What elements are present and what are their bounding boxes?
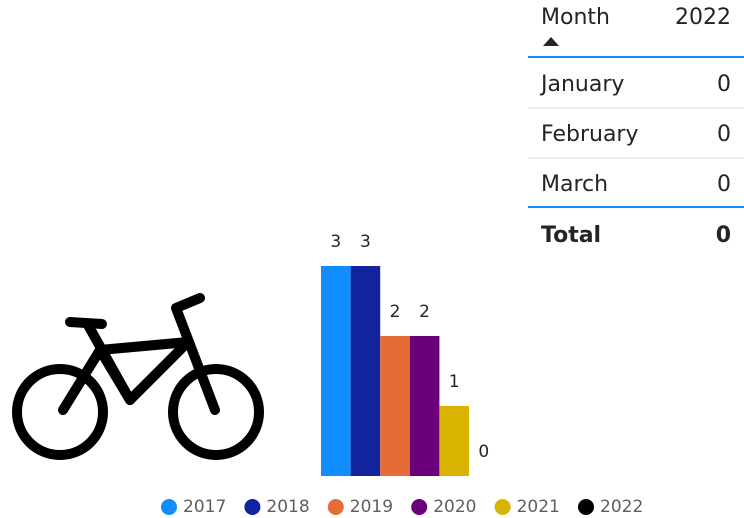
bike-fork xyxy=(171,293,220,415)
bar xyxy=(409,336,440,476)
data-label: 1 xyxy=(449,372,460,392)
bike-icon xyxy=(12,293,264,460)
data-label: 3 xyxy=(360,232,371,252)
total-value: 0 xyxy=(716,223,731,248)
legend-marker[interactable] xyxy=(578,499,594,515)
bike-wheel xyxy=(168,364,264,460)
matrix-table: Month 2022 Total 0 xyxy=(528,5,744,248)
legend-marker[interactable] xyxy=(411,499,428,515)
data-label: 2 xyxy=(419,302,430,322)
row-label: February xyxy=(541,122,639,147)
data-label: 3 xyxy=(330,232,341,252)
legend-label: 2022 xyxy=(600,497,643,517)
legend-marker[interactable] xyxy=(494,499,511,515)
legend-marker[interactable] xyxy=(161,499,177,515)
total-label: Total xyxy=(541,223,601,248)
bar xyxy=(350,266,381,476)
legend-marker[interactable] xyxy=(327,499,344,515)
data-label: 2 xyxy=(390,302,401,322)
row-value: 0 xyxy=(717,172,731,197)
row-label: March xyxy=(541,172,608,197)
column-header[interactable]: Month xyxy=(541,5,610,30)
column-header[interactable]: 2022 xyxy=(675,5,731,30)
bike-seatpost xyxy=(83,320,135,405)
bar xyxy=(439,406,469,476)
legend-marker[interactable] xyxy=(244,499,261,515)
bike-wheel xyxy=(12,364,108,460)
data-label: 0 xyxy=(478,442,489,462)
sort-arrow[interactable] xyxy=(543,37,559,46)
row-value: 0 xyxy=(717,72,731,97)
row-value: 0 xyxy=(717,122,731,147)
legend-label: 2019 xyxy=(350,497,393,517)
legend-label: 2017 xyxy=(183,497,226,517)
bike-seat xyxy=(65,317,107,329)
bar xyxy=(380,336,410,476)
legend-label: 2021 xyxy=(517,497,560,517)
legend-label: 2020 xyxy=(433,497,476,517)
row-label: January xyxy=(539,72,624,97)
legend-label: 2018 xyxy=(266,497,309,517)
bar xyxy=(321,266,351,476)
